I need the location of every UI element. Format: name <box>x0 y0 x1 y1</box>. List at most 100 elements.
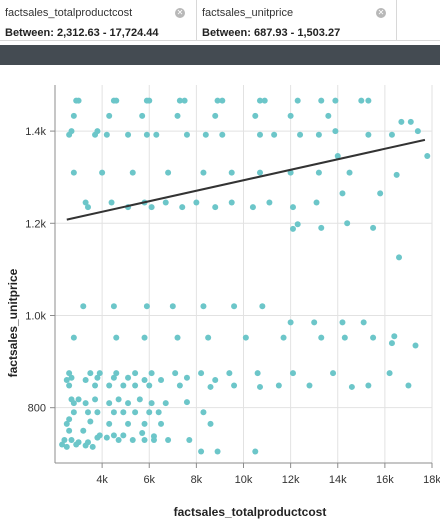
data-point[interactable] <box>103 434 110 441</box>
data-point[interactable] <box>129 436 136 443</box>
data-point[interactable] <box>315 131 322 138</box>
data-point[interactable] <box>87 370 94 377</box>
data-point[interactable] <box>407 118 414 125</box>
data-point[interactable] <box>70 334 77 341</box>
data-point[interactable] <box>106 400 113 407</box>
data-point[interactable] <box>271 131 278 138</box>
data-point[interactable] <box>174 112 181 119</box>
data-point[interactable] <box>169 303 176 310</box>
data-point[interactable] <box>330 370 337 377</box>
data-point[interactable] <box>125 131 132 138</box>
data-point[interactable] <box>68 436 75 443</box>
filter-chip-totalproductcost[interactable]: factsales_totalproductcost Between: 2,31… <box>0 0 197 40</box>
data-point[interactable] <box>341 334 348 341</box>
data-point[interactable] <box>82 400 89 407</box>
data-point[interactable] <box>289 225 296 232</box>
data-point[interactable] <box>252 448 259 455</box>
data-point[interactable] <box>370 224 377 231</box>
data-point[interactable] <box>68 374 75 381</box>
data-point[interactable] <box>75 97 82 104</box>
data-point[interactable] <box>228 199 235 206</box>
data-point[interactable] <box>200 303 207 310</box>
data-point[interactable] <box>252 112 259 119</box>
data-point[interactable] <box>294 221 301 228</box>
data-point[interactable] <box>365 97 372 104</box>
data-point[interactable] <box>153 131 160 138</box>
data-point[interactable] <box>63 443 70 450</box>
data-point[interactable] <box>219 97 226 104</box>
data-point[interactable] <box>103 131 110 138</box>
data-point[interactable] <box>207 420 214 427</box>
data-point[interactable] <box>143 131 150 138</box>
data-point[interactable] <box>226 370 233 377</box>
data-point[interactable] <box>66 427 73 434</box>
data-point[interactable] <box>256 97 263 104</box>
data-point[interactable] <box>261 97 268 104</box>
data-point[interactable] <box>141 420 148 427</box>
data-point[interactable] <box>219 131 226 138</box>
data-point[interactable] <box>80 427 87 434</box>
data-point[interactable] <box>198 448 205 455</box>
data-point[interactable] <box>205 334 212 341</box>
data-point[interactable] <box>200 169 207 176</box>
data-point[interactable] <box>125 420 132 427</box>
data-point[interactable] <box>150 436 157 443</box>
data-point[interactable] <box>61 436 68 443</box>
data-point[interactable] <box>158 420 165 427</box>
data-point[interactable] <box>146 409 153 416</box>
data-point[interactable] <box>287 112 294 119</box>
data-point[interactable] <box>289 204 296 211</box>
data-point[interactable] <box>249 204 256 211</box>
data-point[interactable] <box>391 333 398 340</box>
data-point[interactable] <box>92 382 99 389</box>
data-point[interactable] <box>136 396 143 403</box>
data-point[interactable] <box>214 97 221 104</box>
data-point[interactable] <box>176 97 183 104</box>
data-point[interactable] <box>80 303 87 310</box>
data-point[interactable] <box>339 319 346 326</box>
data-point[interactable] <box>315 169 322 176</box>
data-point[interactable] <box>141 436 148 443</box>
data-point[interactable] <box>165 436 172 443</box>
data-point[interactable] <box>108 199 115 206</box>
data-point[interactable] <box>66 370 73 377</box>
data-point[interactable] <box>94 409 101 416</box>
data-point[interactable] <box>344 220 351 227</box>
data-point[interactable] <box>66 382 73 389</box>
data-point[interactable] <box>148 400 155 407</box>
data-point[interactable] <box>275 382 282 389</box>
data-point[interactable] <box>198 370 205 377</box>
data-point[interactable] <box>139 430 146 437</box>
data-point[interactable] <box>318 224 325 231</box>
data-point[interactable] <box>132 382 139 389</box>
data-point[interactable] <box>141 334 148 341</box>
data-point[interactable] <box>82 199 89 206</box>
data-point[interactable] <box>186 436 193 443</box>
data-point[interactable] <box>115 436 122 443</box>
data-point[interactable] <box>120 409 127 416</box>
data-point[interactable] <box>172 370 179 377</box>
data-point[interactable] <box>75 396 82 403</box>
data-point[interactable] <box>82 377 89 384</box>
data-point[interactable] <box>360 319 367 326</box>
data-point[interactable] <box>348 383 355 390</box>
data-point[interactable] <box>66 416 73 423</box>
data-point[interactable] <box>339 190 346 197</box>
data-point[interactable] <box>365 382 372 389</box>
data-point[interactable] <box>165 169 172 176</box>
close-circle-icon[interactable]: ✕ <box>175 8 185 18</box>
data-point[interactable] <box>318 334 325 341</box>
data-point[interactable] <box>132 409 139 416</box>
data-point[interactable] <box>110 409 117 416</box>
data-point[interactable] <box>94 434 101 441</box>
data-point[interactable] <box>231 303 238 310</box>
data-point[interactable] <box>84 204 91 211</box>
data-point[interactable] <box>143 303 150 310</box>
data-point[interactable] <box>365 131 372 138</box>
data-point[interactable] <box>231 382 238 389</box>
data-point[interactable] <box>207 383 214 390</box>
data-point[interactable] <box>99 169 106 176</box>
data-point[interactable] <box>110 303 117 310</box>
data-point[interactable] <box>358 97 365 104</box>
data-point[interactable] <box>254 370 261 377</box>
